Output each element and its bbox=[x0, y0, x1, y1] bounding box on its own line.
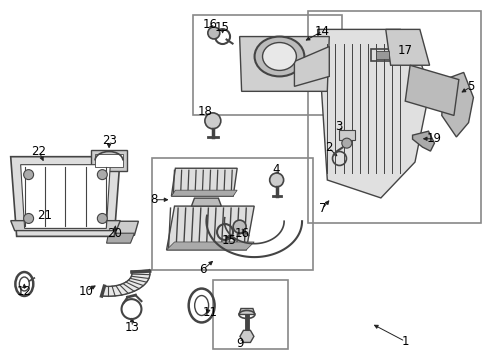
Ellipse shape bbox=[233, 220, 245, 233]
Ellipse shape bbox=[207, 27, 219, 39]
Text: 6: 6 bbox=[199, 263, 206, 276]
Polygon shape bbox=[441, 72, 472, 137]
Text: 23: 23 bbox=[102, 134, 116, 147]
Polygon shape bbox=[95, 153, 122, 167]
Text: 20: 20 bbox=[107, 227, 122, 240]
Text: 17: 17 bbox=[397, 44, 412, 57]
Ellipse shape bbox=[23, 213, 34, 224]
Polygon shape bbox=[405, 65, 458, 116]
Text: 21: 21 bbox=[37, 210, 52, 222]
Text: 2: 2 bbox=[325, 141, 332, 154]
Bar bbox=[152, 158, 312, 270]
Text: 15: 15 bbox=[221, 234, 236, 247]
Bar bbox=[307, 12, 480, 223]
Text: 9: 9 bbox=[235, 337, 243, 350]
Polygon shape bbox=[385, 30, 429, 65]
Text: 22: 22 bbox=[31, 145, 46, 158]
Bar bbox=[193, 15, 341, 116]
Polygon shape bbox=[108, 221, 138, 235]
Polygon shape bbox=[102, 270, 150, 296]
Text: 16: 16 bbox=[203, 18, 218, 31]
Polygon shape bbox=[166, 206, 254, 250]
Text: 19: 19 bbox=[426, 132, 441, 145]
Polygon shape bbox=[239, 309, 254, 315]
Text: 3: 3 bbox=[334, 120, 342, 133]
Polygon shape bbox=[317, 30, 429, 198]
Polygon shape bbox=[171, 190, 237, 196]
Polygon shape bbox=[166, 242, 254, 250]
Ellipse shape bbox=[269, 173, 283, 187]
Ellipse shape bbox=[97, 213, 107, 224]
Ellipse shape bbox=[341, 138, 351, 148]
Text: 15: 15 bbox=[215, 21, 229, 34]
Text: 8: 8 bbox=[150, 193, 158, 206]
Text: 4: 4 bbox=[272, 163, 279, 176]
Ellipse shape bbox=[97, 170, 107, 180]
Polygon shape bbox=[239, 37, 328, 91]
Ellipse shape bbox=[204, 113, 221, 129]
Polygon shape bbox=[191, 198, 221, 206]
Text: 18: 18 bbox=[198, 105, 213, 118]
Ellipse shape bbox=[254, 37, 304, 76]
Bar bbox=[338, 130, 354, 140]
Polygon shape bbox=[171, 168, 237, 196]
Polygon shape bbox=[11, 157, 120, 237]
Polygon shape bbox=[412, 131, 433, 151]
Polygon shape bbox=[375, 51, 388, 59]
Text: 12: 12 bbox=[17, 285, 32, 298]
Text: 11: 11 bbox=[203, 306, 218, 319]
Ellipse shape bbox=[262, 42, 296, 71]
Polygon shape bbox=[11, 221, 120, 231]
Text: 13: 13 bbox=[125, 320, 140, 333]
Text: 7: 7 bbox=[318, 202, 325, 215]
Polygon shape bbox=[91, 149, 127, 171]
Text: 14: 14 bbox=[314, 25, 329, 38]
Polygon shape bbox=[294, 46, 328, 86]
Polygon shape bbox=[106, 233, 134, 243]
Polygon shape bbox=[240, 330, 253, 342]
Polygon shape bbox=[370, 49, 408, 61]
Text: 5: 5 bbox=[467, 80, 474, 93]
Ellipse shape bbox=[23, 170, 34, 180]
Text: 1: 1 bbox=[401, 335, 408, 348]
Polygon shape bbox=[20, 165, 110, 228]
Text: 16: 16 bbox=[234, 227, 249, 240]
Text: 10: 10 bbox=[79, 285, 93, 298]
Bar bbox=[212, 280, 288, 348]
